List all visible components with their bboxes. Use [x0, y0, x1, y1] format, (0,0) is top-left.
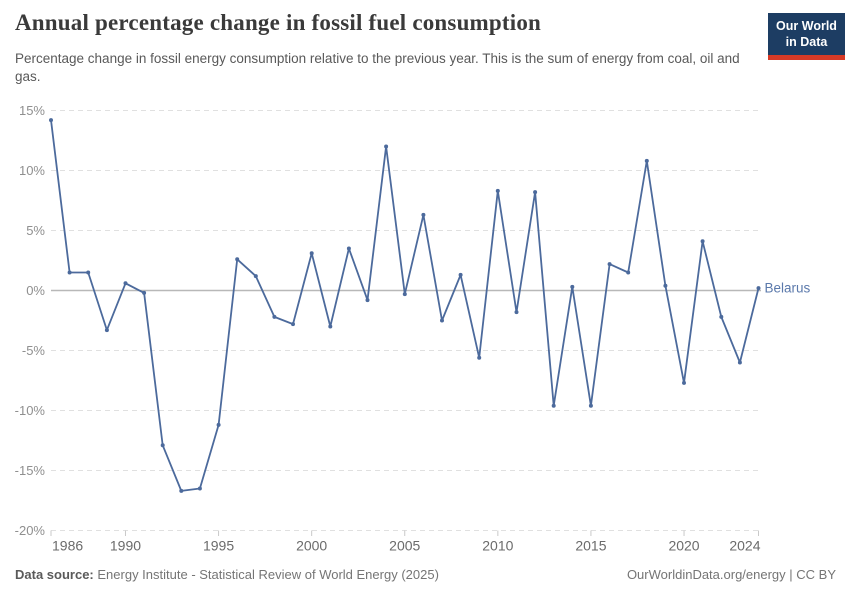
data-point: [216, 422, 221, 427]
data-point: [495, 188, 500, 193]
y-axis-tick-label: 15%: [19, 103, 45, 118]
x-axis-tick-label: 2005: [389, 538, 420, 554]
data-point: [626, 270, 631, 275]
data-point: [402, 292, 407, 297]
data-point: [440, 318, 444, 323]
license-link[interactable]: OurWorldinData.org/energy | CC BY: [626, 567, 836, 582]
data-point: [309, 251, 314, 256]
data-point: [253, 274, 258, 279]
y-axis-tick-label: -5%: [22, 343, 46, 358]
data-point: [272, 314, 277, 319]
data-point: [328, 324, 333, 329]
data-point: [700, 239, 705, 244]
x-axis-tick-label: 2015: [575, 538, 606, 554]
data-point: [737, 360, 742, 365]
data-point: [588, 403, 593, 408]
data-point: [477, 355, 482, 360]
data-point: [104, 328, 109, 333]
x-axis-tick-label: 2024: [729, 538, 760, 554]
x-axis-tick-label: 2000: [296, 538, 327, 554]
data-point: [514, 310, 519, 315]
data-point: [197, 486, 202, 491]
series-label-belarus: Belarus: [765, 281, 811, 296]
x-axis-tick-label: 1995: [203, 538, 234, 554]
y-axis-tick-label: -10%: [15, 403, 46, 418]
data-point: [663, 283, 668, 288]
data-point: [235, 257, 240, 262]
chart-subtitle: Percentage change in fossil energy consu…: [15, 51, 740, 84]
page-footer: Data source: Energy Institute - Statisti…: [15, 567, 836, 582]
data-point: [384, 144, 389, 149]
data-point: [160, 443, 165, 448]
y-axis-tick-label: 5%: [26, 223, 45, 238]
owid-logo-text-line1: Our World: [776, 19, 837, 33]
data-source-value: Energy Institute - Statistical Review of…: [97, 567, 439, 582]
data-point: [291, 322, 295, 327]
page-title: Annual percentage change in fossil fuel …: [15, 10, 542, 35]
data-point: [142, 290, 147, 295]
data-point: [551, 403, 556, 408]
data-point: [756, 286, 761, 291]
y-axis-tick-label: -20%: [15, 523, 46, 538]
x-axis-tick-label: 1990: [110, 538, 141, 554]
data-point: [67, 270, 72, 275]
data-point: [533, 190, 538, 195]
data-point: [607, 262, 612, 267]
data-point: [86, 270, 91, 275]
data-point: [570, 284, 575, 289]
data-point: [179, 488, 184, 493]
owid-logo-text-line2: in Data: [785, 35, 828, 50]
data-point: [365, 298, 370, 303]
data-point: [421, 212, 426, 217]
data-point: [49, 118, 53, 123]
data-point: [346, 246, 351, 251]
y-axis-tick-label: -15%: [15, 463, 46, 478]
data-source-label: Data source:: [15, 567, 94, 582]
y-axis-tick-label: 10%: [19, 163, 45, 178]
owid-logo: Our World in Data: [768, 13, 845, 60]
y-axis-tick-label: 0%: [26, 283, 45, 298]
series-line: [50, 119, 760, 492]
data-source-text: Data source: Energy Institute - Statisti…: [15, 567, 439, 582]
data-point: [682, 380, 686, 385]
data-point: [458, 272, 463, 277]
data-point: [719, 314, 724, 319]
data-point: [644, 158, 649, 163]
x-axis-tick-label: 2020: [668, 538, 699, 554]
x-axis-tick-label: 1986: [52, 538, 83, 554]
data-point: [123, 281, 128, 286]
x-axis-tick-label: 2010: [482, 538, 513, 554]
